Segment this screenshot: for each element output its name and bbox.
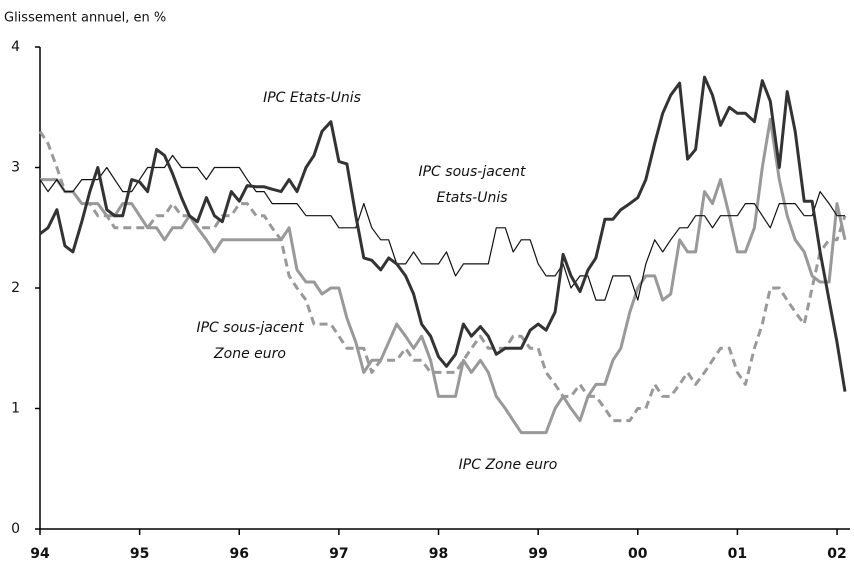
annotation: IPC sous-jacent	[196, 320, 304, 336]
annotation: Zone euro	[213, 346, 286, 362]
annotation: Etats-Unis	[436, 190, 507, 206]
x-tick-label: 97	[329, 546, 348, 562]
annotation: IPC sous-jacent	[418, 164, 526, 180]
series-line	[40, 117, 847, 435]
x-tick-label: 01	[728, 546, 747, 562]
series-line	[39, 154, 845, 301]
x-tick-label: 94	[30, 546, 50, 562]
y-tick-label: 0	[11, 521, 20, 537]
series-line	[39, 75, 847, 392]
x-tick-label: 98	[429, 546, 448, 562]
annotation: IPC Zone euro	[459, 457, 558, 473]
y-tick-label: 4	[11, 39, 20, 55]
x-tick-label: 02	[827, 546, 846, 562]
y-tick-label: 2	[11, 280, 20, 296]
x-tick-label: 95	[130, 546, 149, 562]
x-tick-label: 00	[628, 546, 648, 562]
y-axis-label: Glissement annuel, en %	[4, 11, 166, 26]
x-tick-label: 96	[230, 546, 249, 562]
series-line	[38, 130, 847, 423]
y-tick-label: 1	[11, 401, 20, 417]
annotation: IPC Etats-Unis	[263, 90, 361, 106]
y-tick-label: 3	[11, 160, 20, 176]
x-tick-label: 99	[528, 546, 547, 562]
